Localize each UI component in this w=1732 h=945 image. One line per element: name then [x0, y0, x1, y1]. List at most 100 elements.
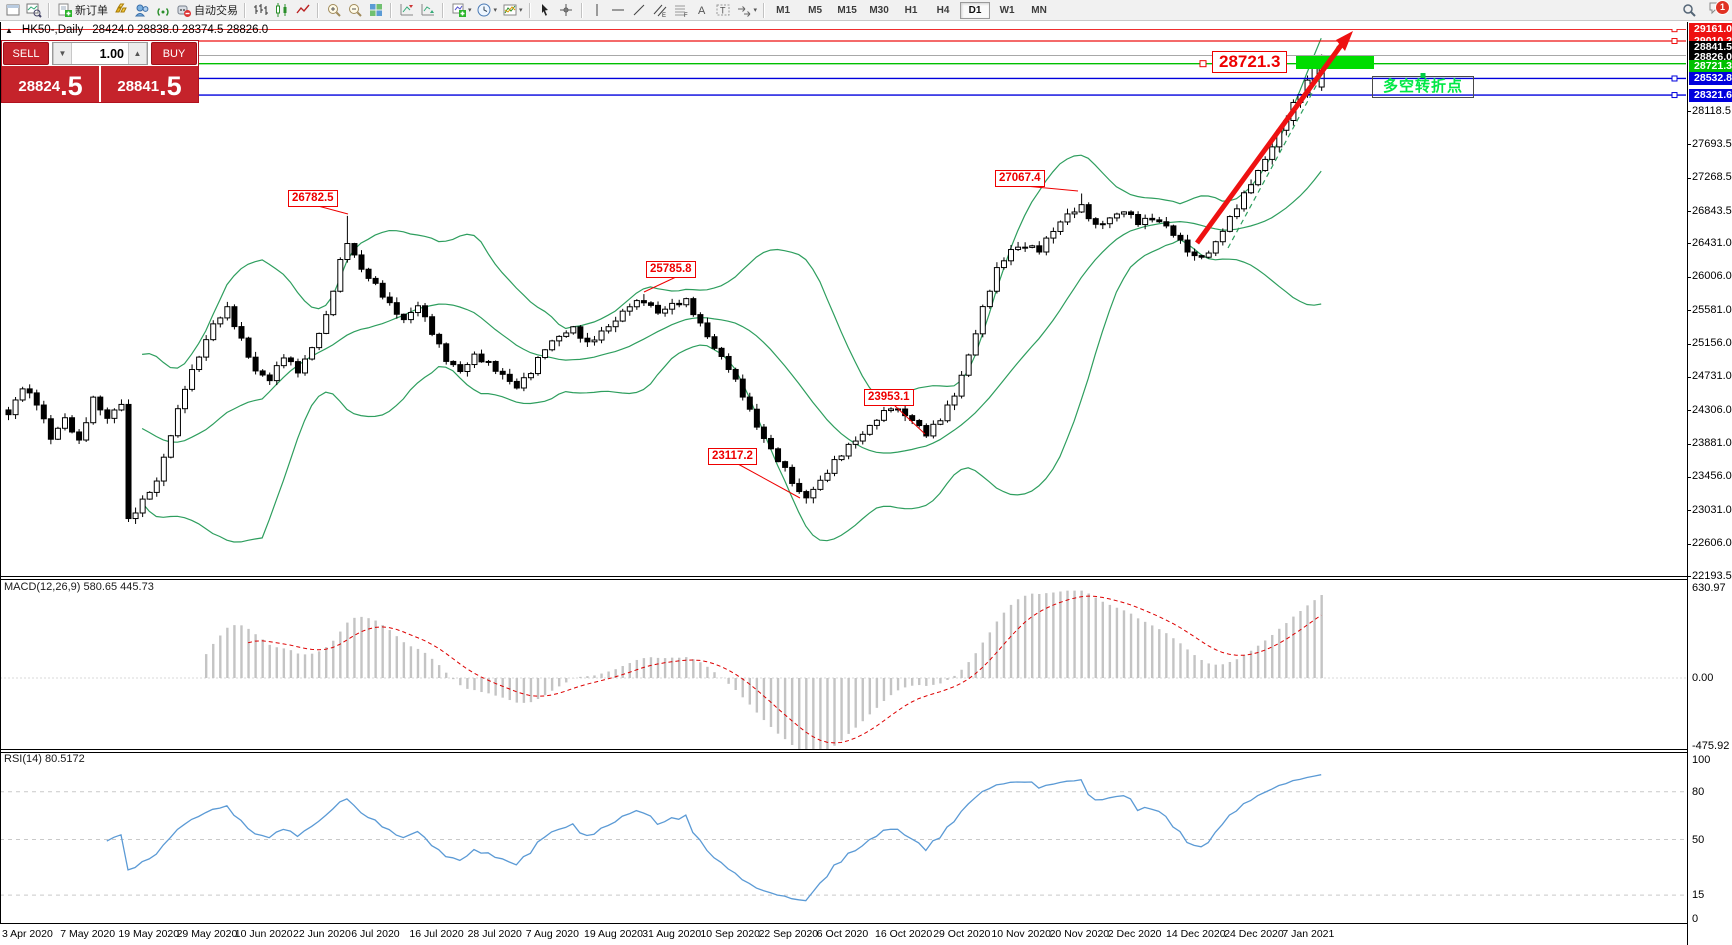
signals-button[interactable]: [152, 1, 173, 19]
line-chart-button[interactable]: [292, 1, 313, 19]
chart-shift-button[interactable]: [396, 1, 417, 19]
svg-text:T: T: [720, 6, 726, 16]
chevron-down-icon[interactable]: ▾: [493, 7, 498, 14]
date-axis-label: 7 Aug 2020: [525, 928, 579, 940]
price-axis-tickmark: [1687, 376, 1691, 378]
price-axis-tickmark: [1687, 111, 1691, 112]
price-axis-tick: 24731.0: [1692, 370, 1732, 383]
autotrade-button-label: 自动交易: [194, 5, 238, 17]
svg-text:E: E: [662, 13, 666, 18]
chat-icon[interactable]: 1: [1706, 0, 1730, 19]
new-chart-button[interactable]: ▾: [448, 1, 474, 19]
price-axis-label-29161-0: 29161.0: [1689, 23, 1732, 36]
crosshair-tool-button[interactable]: [556, 1, 577, 19]
autotrade-button[interactable]: 自动交易: [173, 1, 240, 19]
price-divider: [99, 66, 101, 102]
gold-icon: [112, 2, 129, 19]
volume-increase-button[interactable]: ▲: [128, 43, 147, 64]
chevron-down-icon[interactable]: ▾: [519, 7, 523, 14]
bar-chart-icon: [252, 2, 269, 19]
price-axis-tickmark: [1687, 211, 1691, 213]
price-callout-25785-8[interactable]: 25785.8: [646, 261, 696, 278]
arrows-tool[interactable]: ▾: [734, 1, 760, 19]
selection-handle[interactable]: [1420, 73, 1426, 78]
price-callout-23117-2[interactable]: 23117.2: [708, 448, 757, 465]
candlestick-chart-button[interactable]: [271, 1, 292, 19]
timeframe-w1[interactable]: W1: [999, 4, 1015, 16]
sell-price[interactable]: 28824.5: [18, 71, 83, 101]
zoom-in-button[interactable]: [323, 1, 344, 19]
templates-button[interactable]: ▾: [499, 1, 525, 19]
periods-button[interactable]: ▾: [474, 1, 500, 19]
market-gold-button[interactable]: [110, 1, 131, 19]
line-chart-icon: [294, 2, 311, 19]
timeframe-m30[interactable]: M30: [869, 4, 889, 16]
date-axis-label: 19 May 2020: [118, 928, 180, 940]
date-axis-label: 28 Jul 2020: [467, 928, 522, 940]
price-axis-tick: 26006.0: [1692, 270, 1732, 283]
timeframe-h1[interactable]: H1: [904, 4, 918, 16]
chart-autoscroll-button[interactable]: [417, 1, 438, 19]
vertical-line-tool[interactable]: [587, 1, 608, 19]
text-label-tool[interactable]: T: [713, 1, 734, 19]
chart-autoscroll-icon: [419, 2, 436, 19]
timeframe-mn[interactable]: MN: [1031, 4, 1047, 16]
price-callout-26782-5[interactable]: 26782.5: [288, 190, 338, 207]
chart-canvas[interactable]: [0, 20, 1732, 945]
window-button[interactable]: [2, 1, 23, 19]
text-tool[interactable]: A: [692, 1, 713, 19]
svg-text:A: A: [698, 5, 706, 17]
buy-button[interactable]: BUY: [151, 42, 197, 65]
timeframe-h4[interactable]: H4: [936, 4, 950, 16]
buy-price[interactable]: 28841.5: [117, 71, 182, 101]
new-chart-icon: [450, 2, 467, 19]
price-axis-tick: 24306.0: [1692, 403, 1732, 416]
cursor-tool-button[interactable]: [535, 1, 556, 19]
price-callout-27067-4[interactable]: 27067.4: [995, 170, 1045, 187]
bar-chart-button[interactable]: [250, 1, 271, 19]
volume-value[interactable]: 1.00: [99, 46, 124, 61]
toolbar: 新订单 自动交易 ▾ ▾ ▾ E F A T ▾ M1 M5 M15 M30 H1 H4 D1 W1 MN 1: [0, 0, 1732, 21]
community-button[interactable]: [131, 1, 152, 19]
date-axis-label: 22 Sep 2020: [758, 928, 819, 940]
volume-stepper[interactable]: ▼ 1.00 ▲: [52, 42, 148, 65]
volume-decrease-button[interactable]: ▼: [53, 43, 72, 64]
fibonacci-tool[interactable]: F: [671, 1, 692, 19]
price-callout-28721[interactable]: 28721.3: [1212, 51, 1288, 73]
sell-button[interactable]: SELL: [3, 42, 49, 65]
trendline-tool[interactable]: [629, 1, 650, 19]
tile-windows-button[interactable]: [365, 1, 386, 19]
date-axis-label: 29 May 2020: [176, 928, 238, 940]
zoom-out-button[interactable]: [344, 1, 365, 19]
date-axis-label: 16 Oct 2020: [875, 928, 933, 940]
chart-window: ▲ HK50-,Daily 28424.0 28838.0 28374.5 28…: [0, 20, 1732, 945]
price-axis-tickmark: [1687, 276, 1691, 278]
horizontal-line-tool[interactable]: [608, 1, 629, 19]
equidistant-channel-tool[interactable]: E: [650, 1, 671, 19]
zoom-in-icon: [325, 2, 342, 19]
date-axis-label: 10 Jun 2020: [234, 928, 293, 940]
price-axis-tick: 26431.0: [1692, 236, 1732, 249]
chevron-down-icon[interactable]: ▾: [468, 7, 472, 14]
rsi-indicator-label: RSI(14) 80.5172: [4, 753, 85, 765]
timeframe-m5[interactable]: M5: [808, 4, 823, 16]
notification-badge[interactable]: 1: [1715, 0, 1730, 15]
turning-point-text[interactable]: 多空转折点: [1372, 73, 1474, 98]
date-axis-label: 20 Nov 2020: [1049, 928, 1110, 940]
timeframe-d1[interactable]: D1: [960, 1, 991, 19]
timeframe-m15[interactable]: M15: [837, 4, 857, 16]
price-axis-tickmark: [1687, 443, 1691, 445]
price-callout-23953-1[interactable]: 23953.1: [864, 389, 914, 406]
preview-button[interactable]: [23, 1, 44, 19]
chevron-down-icon[interactable]: ▾: [753, 7, 758, 14]
zoom-out-icon: [346, 2, 363, 19]
price-axis-tick: 23456.0: [1692, 470, 1732, 483]
date-axis-label: 7 Jan 2021: [1282, 928, 1335, 940]
chart-title-marker: ▲: [5, 25, 13, 35]
date-axis-label: 24 Dec 2020: [1224, 928, 1284, 940]
toolbar-right: 1: [1680, 0, 1730, 19]
search-icon[interactable]: [1680, 2, 1697, 19]
macd-axis-tick: 0.00: [1692, 671, 1714, 684]
timeframe-m1[interactable]: M1: [776, 4, 791, 16]
new-order-button[interactable]: 新订单: [54, 1, 110, 19]
